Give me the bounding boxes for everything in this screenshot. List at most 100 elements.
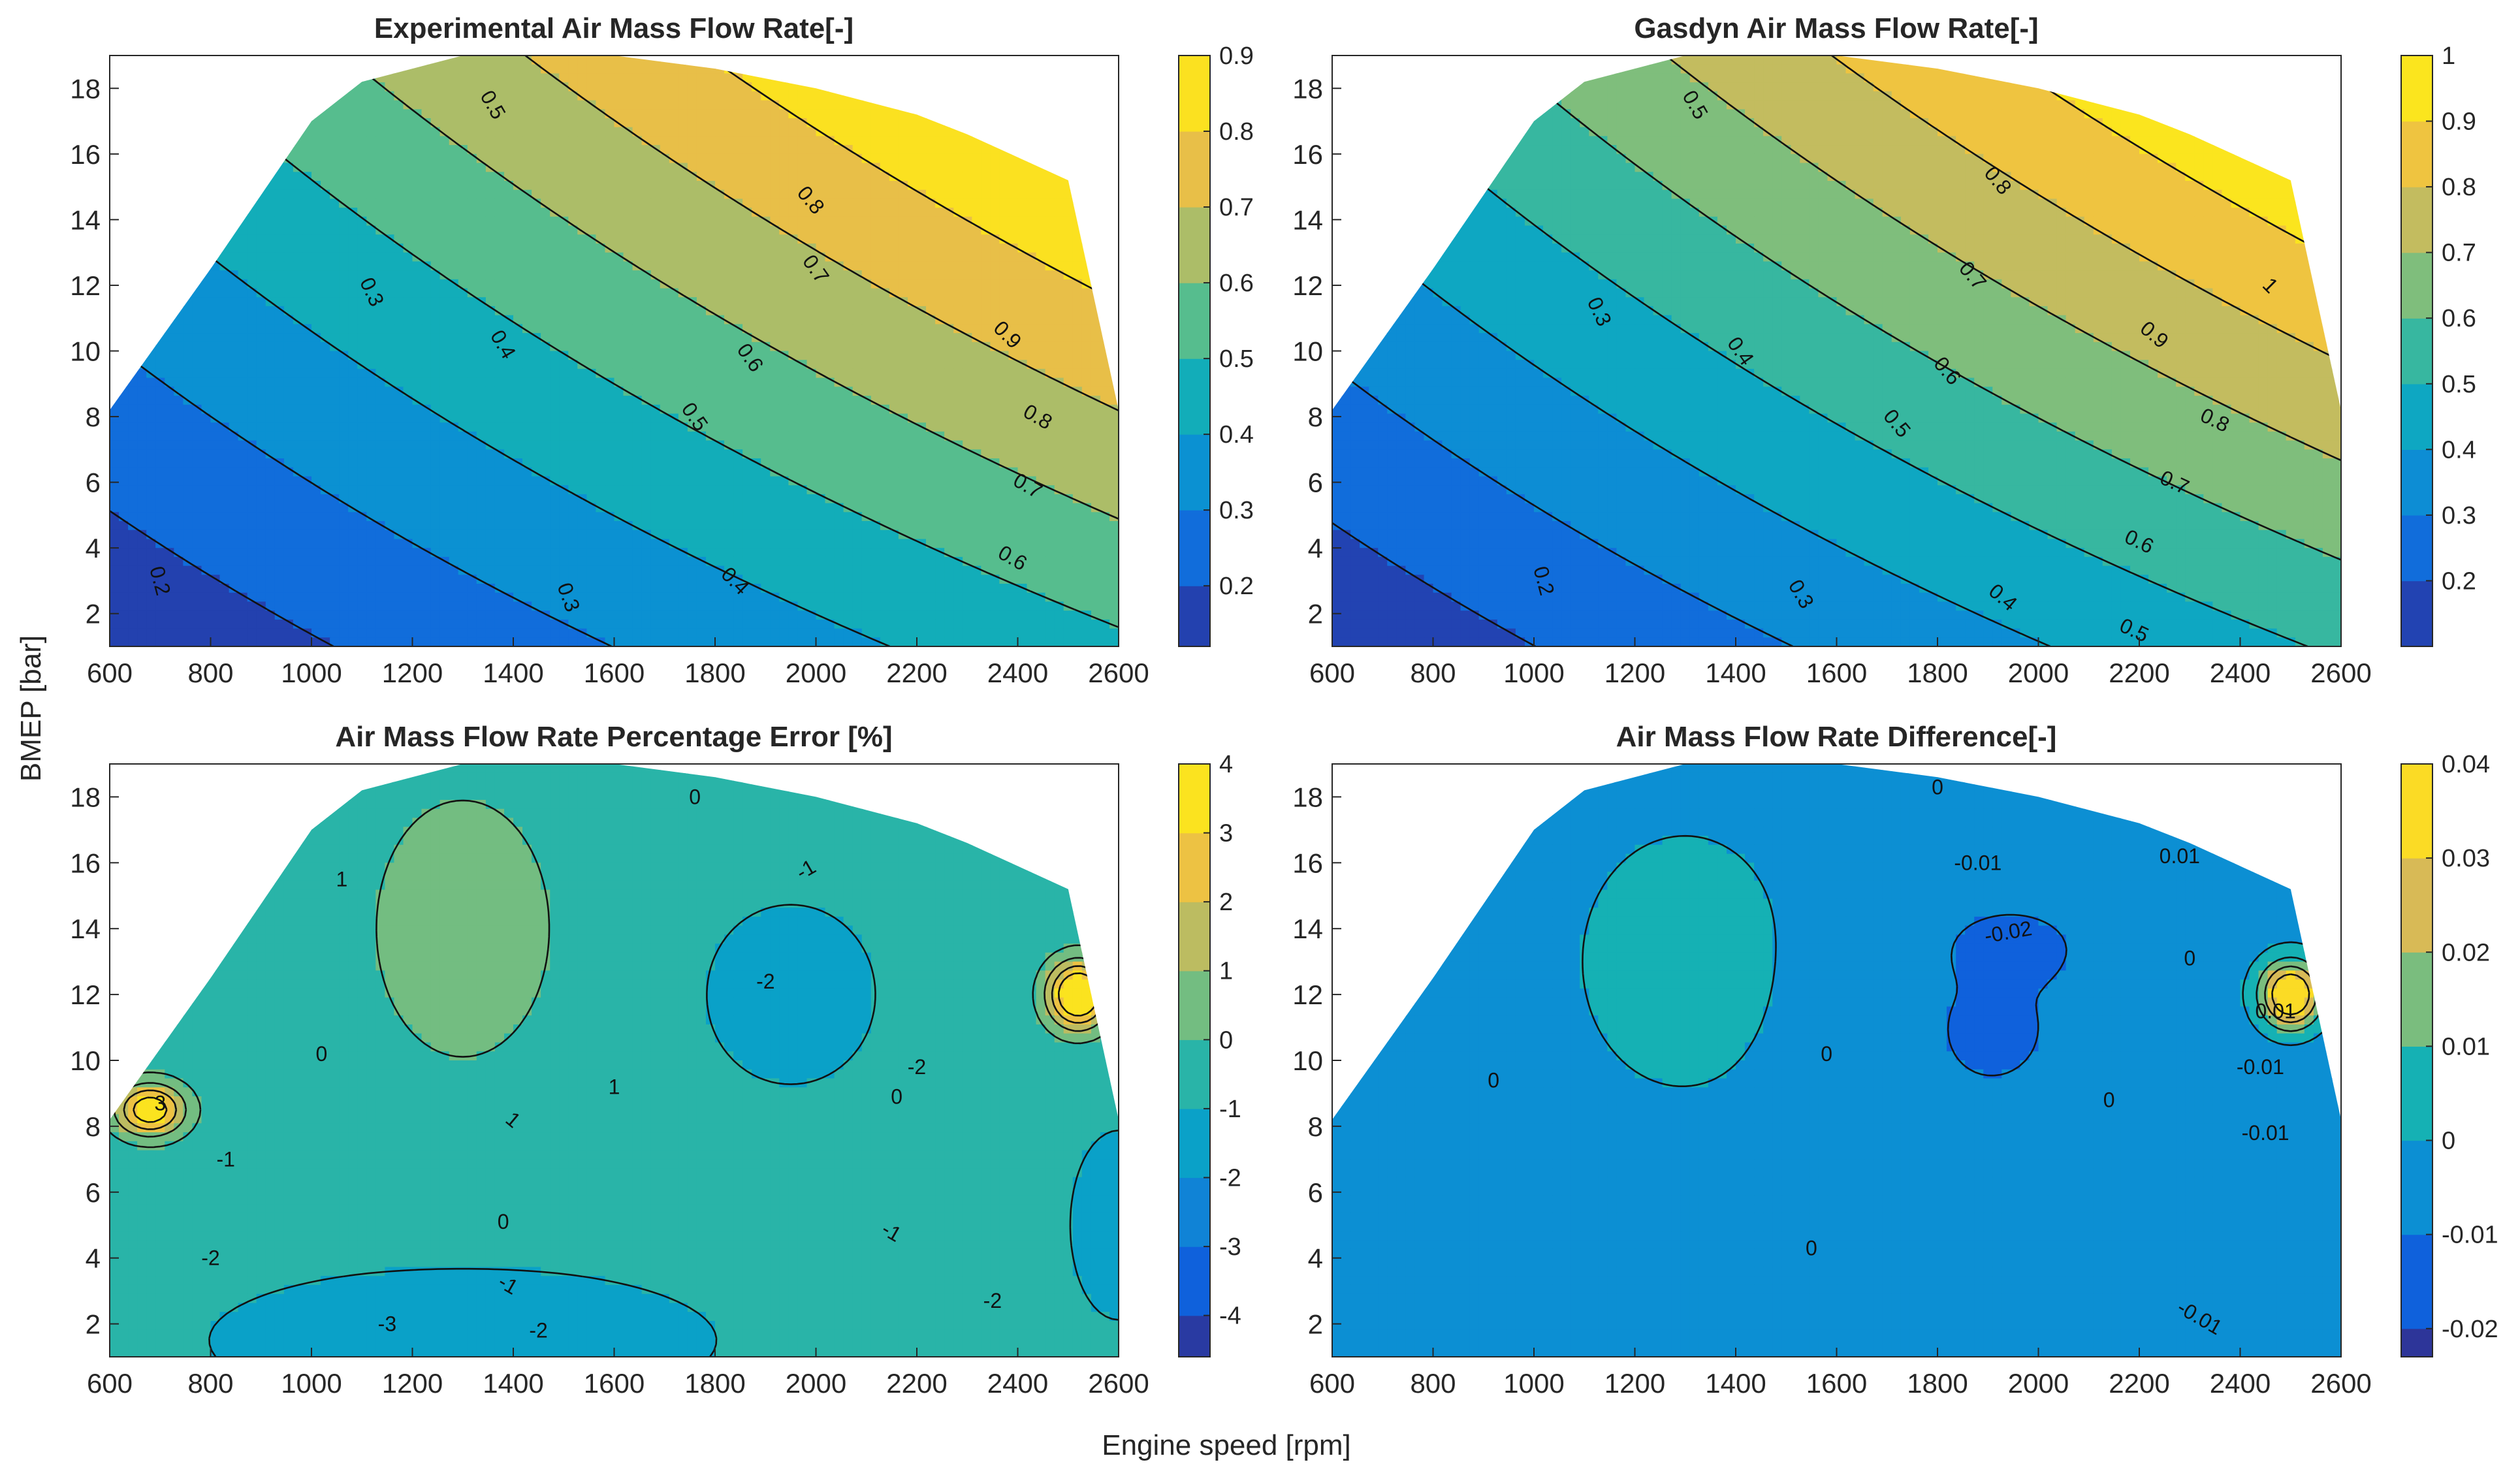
contour-cell xyxy=(421,216,432,227)
contour-cell xyxy=(806,189,817,200)
contour-cell xyxy=(532,261,541,271)
contour-cell xyxy=(770,351,780,361)
contour-cell xyxy=(733,270,743,280)
contour-cell xyxy=(183,198,193,208)
contour-cell xyxy=(944,368,954,379)
contour-cell xyxy=(532,288,541,298)
contour-cell xyxy=(165,306,175,316)
contour-cell xyxy=(935,127,945,137)
contour-cell xyxy=(733,181,743,191)
contour-cell xyxy=(577,324,588,334)
contour-cell xyxy=(834,261,844,271)
contour-cell xyxy=(1091,100,1101,110)
contour-cell xyxy=(366,270,377,280)
contour-cell xyxy=(770,64,780,74)
contour-cell xyxy=(880,449,890,459)
contour-cell xyxy=(870,172,881,182)
contour-cell xyxy=(522,396,532,405)
contour-cell xyxy=(128,172,138,182)
contour-cell xyxy=(926,145,936,155)
contour-cell xyxy=(449,100,459,110)
contour-cell xyxy=(174,270,184,280)
contour-cell xyxy=(302,181,312,191)
contour-cell xyxy=(256,127,266,137)
contour-cell xyxy=(128,422,138,432)
contour-cell xyxy=(935,261,945,271)
contour-cell xyxy=(724,145,734,155)
contour-cell xyxy=(201,351,212,361)
contour-cell xyxy=(834,91,844,101)
contour-cell xyxy=(385,127,395,137)
contour-cell xyxy=(724,404,734,415)
contour-cell xyxy=(935,377,945,388)
contour-cell xyxy=(366,279,377,289)
contour-cell xyxy=(1100,198,1110,208)
contour-cell xyxy=(660,315,670,325)
contour-cell xyxy=(834,181,844,191)
contour-cell xyxy=(752,377,762,388)
contour-cell xyxy=(559,306,569,316)
contour-cell xyxy=(1036,82,1046,92)
contour-cell xyxy=(476,136,486,146)
contour-cell xyxy=(1008,306,1019,316)
contour-cell xyxy=(550,387,560,396)
contour-cell xyxy=(339,279,349,289)
contour-cell xyxy=(302,404,312,415)
contour-cell xyxy=(816,118,826,128)
contour-cell xyxy=(605,100,615,110)
contour-cell xyxy=(1091,377,1101,388)
contour-cell xyxy=(1063,172,1074,182)
contour-cell xyxy=(283,118,294,128)
contour-cell xyxy=(348,368,359,379)
contour-cell xyxy=(1100,279,1110,289)
contour-cell xyxy=(449,234,459,244)
contour-cell xyxy=(806,127,817,137)
contour-cell xyxy=(192,324,202,334)
contour-cell xyxy=(485,315,496,325)
contour-cell xyxy=(660,368,670,379)
contour-cell xyxy=(935,172,945,182)
contour-cell xyxy=(1036,127,1046,137)
contour-cell xyxy=(972,153,982,164)
contour-cell xyxy=(1027,261,1037,271)
contour-cell xyxy=(247,82,257,92)
contour-cell xyxy=(770,368,780,379)
contour-cell xyxy=(403,413,413,424)
contour-cell xyxy=(201,234,212,244)
contour-cell xyxy=(439,279,450,289)
contour-cell xyxy=(568,396,579,405)
contour-cell xyxy=(485,82,496,92)
contour-cell xyxy=(348,189,359,200)
contour-cell xyxy=(357,100,368,110)
contour-cell xyxy=(541,100,550,110)
contour-cell xyxy=(908,73,917,83)
contour-cell xyxy=(953,422,964,432)
contour-cell xyxy=(283,64,294,74)
contour-cell xyxy=(568,252,579,262)
contour-cell xyxy=(513,127,523,137)
contour-cell xyxy=(825,82,835,92)
contour-cell xyxy=(559,109,569,119)
contour-cell xyxy=(898,404,908,415)
contour-cell xyxy=(559,288,569,298)
contour-cell xyxy=(816,181,826,191)
contour-cell xyxy=(476,341,486,352)
contour-cell xyxy=(449,118,459,128)
contour-cell xyxy=(816,153,826,164)
contour-cell xyxy=(274,368,285,379)
contour-cell xyxy=(385,64,395,74)
contour-cell xyxy=(596,225,606,236)
contour-cell xyxy=(806,404,817,415)
contour-cell xyxy=(953,153,964,164)
contour-cell xyxy=(825,351,835,361)
contour-cell xyxy=(421,422,432,432)
contour-cell xyxy=(715,127,725,137)
contour-cell xyxy=(944,440,954,451)
contour-cell xyxy=(339,333,349,343)
contour-cell xyxy=(963,100,973,110)
contour-cell xyxy=(926,181,936,191)
contour-cell xyxy=(1100,225,1110,236)
contour-cell xyxy=(577,82,588,92)
contour-cell xyxy=(513,422,523,432)
contour-cell xyxy=(935,234,945,244)
